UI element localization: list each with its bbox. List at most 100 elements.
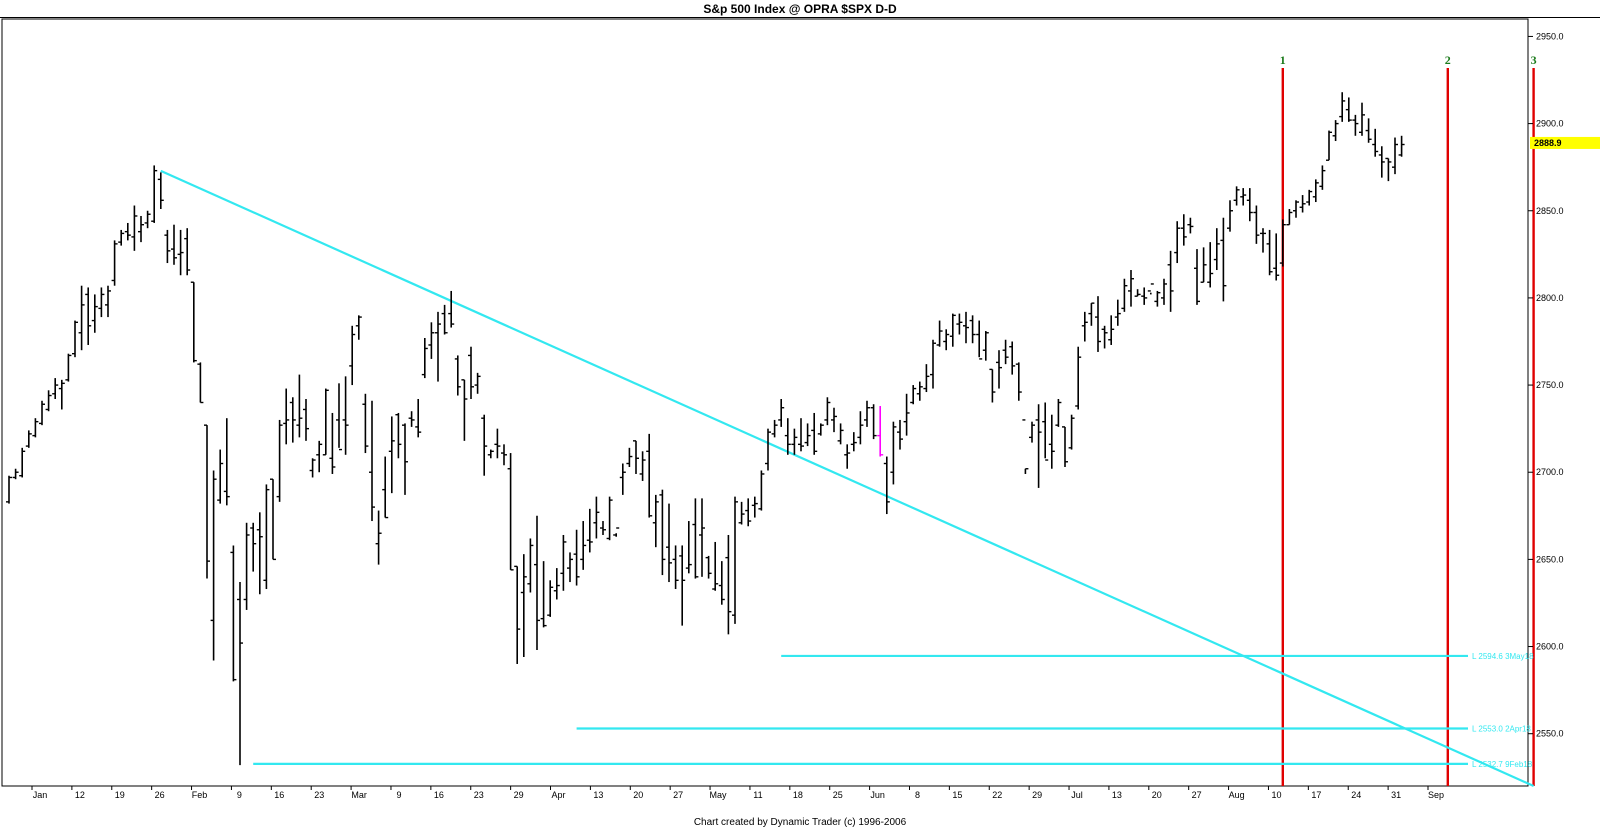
ohlc-bar: [771, 419, 778, 438]
x-tick-label: 15: [952, 790, 962, 800]
x-tick-label: 17: [1311, 790, 1321, 800]
ohlc-bar: [1180, 214, 1187, 246]
ohlc-bar: [626, 447, 633, 467]
ohlc-bar: [982, 331, 989, 361]
ohlc-bar: [725, 534, 732, 635]
ohlc-bar: [190, 281, 197, 363]
ohlc-bar: [408, 411, 415, 427]
ohlc-bar: [487, 449, 494, 459]
ohlc-bar: [949, 313, 956, 347]
plot-frame: [1, 18, 1529, 787]
ohlc-bar: [1312, 179, 1319, 203]
ohlc-bar: [547, 580, 554, 617]
x-tick-label: 8: [915, 790, 920, 800]
ohlc-bar: [1141, 287, 1148, 305]
chart-footer: Chart created by Dynamic Trader (c) 1996…: [693, 817, 907, 828]
x-tick-label: 27: [673, 790, 683, 800]
ohlc-bar: [619, 463, 626, 495]
ohlc-bar: [573, 529, 580, 586]
ohlc-bar: [1167, 250, 1174, 312]
ohlc-bar: [1378, 146, 1385, 178]
ohlc-bar: [481, 414, 488, 476]
x-tick-label: Jul: [1071, 790, 1083, 800]
ohlc-bar: [369, 400, 375, 522]
ohlc-bar: [1174, 221, 1181, 264]
y-tick-label: 2950.0: [1536, 31, 1564, 41]
ohlc-bar: [580, 521, 587, 570]
ohlc-bar: [58, 379, 65, 410]
ohlc-bar: [1352, 114, 1359, 136]
x-tick-label: 13: [593, 790, 603, 800]
ohlc-bar: [1306, 189, 1313, 206]
ohlc-bar: [144, 210, 151, 229]
x-tick-label: 19: [115, 790, 125, 800]
diagonal-trendline[interactable]: [160, 169, 1535, 788]
ohlc-bar: [1365, 118, 1372, 143]
ohlc-bar: [1128, 270, 1134, 307]
ohlc-bar: [395, 412, 402, 459]
ohlc-bar: [65, 353, 72, 382]
ohlc-bar: [230, 545, 237, 682]
ohlc-bar: [639, 451, 646, 481]
ohlc-bar: [52, 378, 59, 400]
ohlc-bar: [1147, 283, 1154, 295]
ohlc-bar: [844, 444, 851, 469]
ohlc-bar: [1207, 242, 1214, 288]
ohlc-bar: [296, 374, 303, 438]
ohlc-bar: [936, 320, 943, 347]
ohlc-bar: [1108, 315, 1115, 345]
ohlc-bar: [131, 205, 138, 251]
x-tick-label: Apr: [552, 790, 566, 800]
ohlc-bar: [560, 534, 567, 591]
ohlc-bar: [850, 432, 857, 452]
ohlc-bar: [916, 381, 923, 401]
ohlc-bar: [276, 419, 283, 502]
ohlc-bar: [1339, 92, 1346, 122]
ohlc-bar: [897, 419, 903, 450]
x-tick-label: 24: [1351, 790, 1361, 800]
ohlc-bar: [1088, 302, 1095, 326]
ohlc-bar: [118, 229, 125, 246]
x-tick-label: 31: [1391, 790, 1401, 800]
ohlc-bar: [78, 285, 85, 351]
ohlc-bar: [362, 393, 369, 454]
ohlc-bar: [72, 320, 78, 358]
ohlc-bar: [646, 433, 653, 518]
ohlc-bar: [1121, 278, 1128, 312]
ohlc-bar: [111, 240, 118, 286]
ohlc-bar: [1392, 137, 1398, 175]
ohlc-bar: [507, 453, 514, 571]
ohlc-bar: [758, 470, 765, 511]
ohlc-bar: [1385, 157, 1392, 182]
ohlc-bar: [441, 304, 448, 335]
ohlc-bar: [1081, 311, 1088, 342]
ohlc-bar: [1273, 233, 1280, 281]
ohlc-bar: [705, 555, 712, 579]
ohlc-bar: [243, 522, 250, 610]
ohlc-bar: [527, 538, 534, 593]
ohlc-bar: [943, 329, 950, 351]
ohlc-bar: [223, 418, 230, 506]
ohlc-bar: [217, 449, 224, 504]
ohlc-bar: [270, 478, 276, 561]
ohlc-bar: [633, 440, 639, 474]
ohlc-bar: [124, 222, 131, 241]
ohlc-bar: [593, 496, 600, 539]
ohlc-bar: [382, 456, 389, 519]
ohlc-bar: [1260, 228, 1266, 253]
x-tick-label: May: [710, 790, 728, 800]
ohlc-bar: [745, 498, 752, 527]
ohlc-bar: [765, 428, 771, 471]
ohlc-bar: [1266, 229, 1273, 276]
ohlc-bar: [613, 527, 620, 537]
x-tick-label: 23: [314, 790, 324, 800]
ohlc-bar: [1319, 165, 1326, 190]
ohlc-bar: [738, 501, 745, 525]
ohlc-bar: [204, 424, 210, 579]
x-tick-label: Mar: [351, 790, 367, 800]
x-tick-label: Jan: [33, 790, 48, 800]
ohlc-bar: [600, 521, 606, 535]
ohlc-bar: [303, 399, 309, 441]
ohlc-bar: [1227, 200, 1233, 232]
